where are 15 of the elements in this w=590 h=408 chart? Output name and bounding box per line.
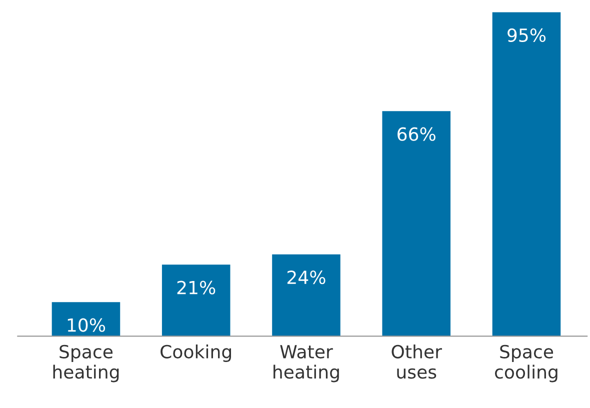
bar: [272, 254, 340, 336]
x-tick-label: Water heating: [274, 345, 339, 382]
x-tick-label: Space heating: [53, 344, 119, 382]
data-label: 21%: [177, 280, 216, 294]
x-tick-label: Cooking: [160, 344, 231, 362]
bar: [382, 111, 450, 336]
x-tick-label: Space cooling: [494, 344, 558, 382]
x-tick-label: Other uses: [392, 344, 442, 379]
data-label: 10%: [68, 318, 106, 332]
data-label: 66%: [398, 127, 436, 141]
data-label: 24%: [287, 270, 326, 284]
data-label: 95%: [508, 28, 546, 42]
bar: [492, 12, 561, 336]
bar: [52, 302, 120, 336]
bar: [162, 264, 230, 336]
